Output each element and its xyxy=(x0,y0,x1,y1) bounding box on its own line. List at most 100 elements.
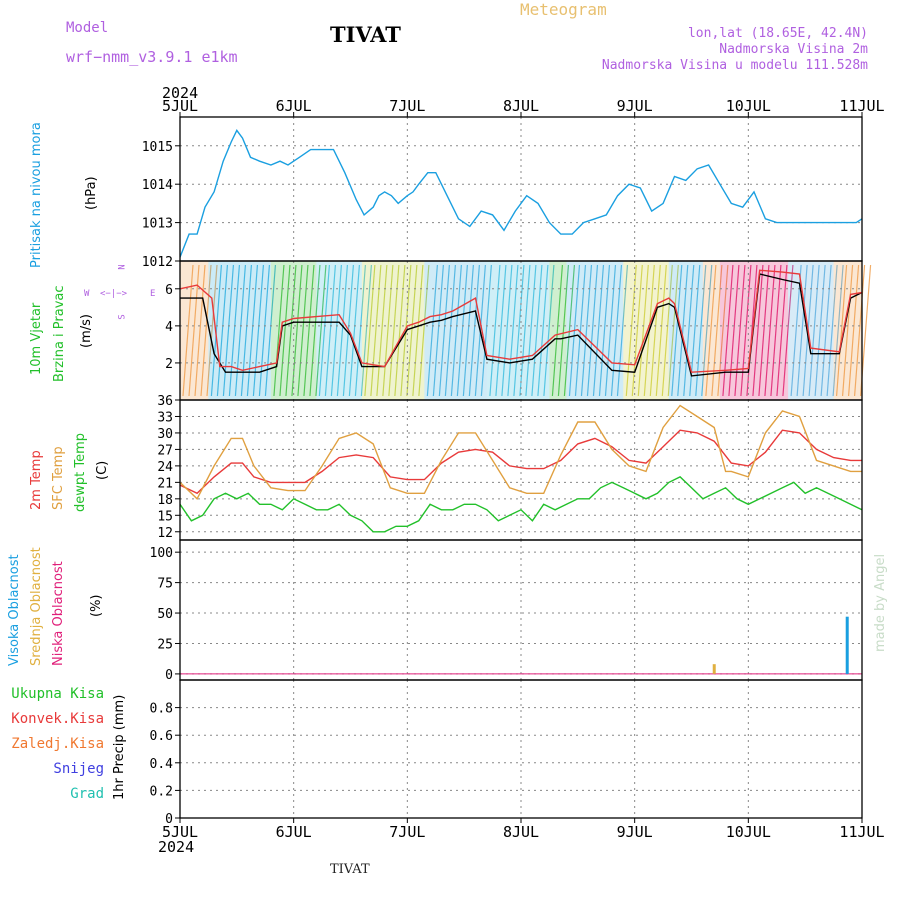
wind-barb xyxy=(315,264,327,397)
y-tick-label: 0.6 xyxy=(150,729,173,744)
wind-barb xyxy=(240,264,253,397)
wind-barb xyxy=(309,264,321,397)
model-label: Model xyxy=(66,20,109,36)
wind-barb xyxy=(258,264,271,397)
y-tick-label: 2 xyxy=(165,357,173,372)
y-tick-label: 50 xyxy=(157,607,173,622)
wind-barb xyxy=(616,264,629,397)
wind-barb xyxy=(531,264,543,397)
model-name: wrf−nmm_v3.9.1 e1km xyxy=(66,48,238,66)
y-tick-label: 24 xyxy=(157,460,173,475)
wind-barb xyxy=(388,264,400,397)
sfc-temp-line xyxy=(179,404,862,500)
wind-barb xyxy=(722,264,734,397)
compass-e: E xyxy=(150,289,156,299)
x-tick-label-bottom: 9JUL xyxy=(617,823,653,841)
precip-legend-2: Zaledj.Kisa xyxy=(11,736,104,752)
precip-legend-0: Ukupna Kisa xyxy=(11,686,104,702)
wind-barb xyxy=(746,264,758,397)
precip-legend-3: Snijeg xyxy=(53,761,104,777)
wind-barb xyxy=(426,264,438,397)
wind-barb xyxy=(667,264,679,397)
y-tick-label: 1013 xyxy=(142,217,173,232)
wind-barb xyxy=(592,264,605,397)
x-tick-label-bottom: 11JUL xyxy=(839,823,884,841)
lonlat-text: lon,lat (18.65E, 42.4N) xyxy=(687,26,868,41)
wind-barb xyxy=(649,264,661,397)
wind-barb xyxy=(661,264,673,397)
y-tick-label: 1012 xyxy=(142,255,173,270)
wind-barb xyxy=(847,264,860,397)
y-tick-label: 4 xyxy=(165,320,173,335)
x-tick-label-top: 5JUL xyxy=(162,97,198,115)
wind-barb xyxy=(234,264,247,397)
wind-barb xyxy=(348,264,360,397)
x-tick-label-bottom: 6JUL xyxy=(276,823,312,841)
wind-barb xyxy=(360,264,372,397)
wind-barb xyxy=(246,264,259,397)
wind-barb xyxy=(740,264,752,397)
wind-barb xyxy=(273,264,285,397)
wind-barb xyxy=(580,264,593,397)
wind-barb xyxy=(586,264,599,397)
wind-barb xyxy=(758,264,770,397)
y-tick-label: 21 xyxy=(157,476,173,491)
panel-frame xyxy=(179,539,863,681)
wind-barb xyxy=(814,264,826,397)
y-tick-label: 75 xyxy=(157,577,173,592)
wind-barb xyxy=(764,264,776,397)
y-tick-label: 12 xyxy=(157,526,173,541)
wind-barb xyxy=(418,264,430,397)
cloud-bar xyxy=(845,616,849,674)
wind-barb xyxy=(324,264,336,397)
y-tick-label: 0.4 xyxy=(150,757,174,772)
wind-barb xyxy=(695,264,707,397)
y-tick-label: 100 xyxy=(150,546,173,561)
wind-barb xyxy=(604,264,617,397)
wind-barb xyxy=(450,264,462,397)
wind-barb xyxy=(394,264,406,397)
y-tick-label: 1015 xyxy=(142,140,173,155)
wind-barb xyxy=(826,264,838,397)
wind-barb xyxy=(480,264,492,397)
wind-barb xyxy=(537,264,549,397)
wind-barb xyxy=(285,264,297,397)
wind-barb xyxy=(598,264,611,397)
wind-barb xyxy=(400,264,412,397)
wind-barb xyxy=(796,264,808,397)
wind-barb xyxy=(489,264,501,397)
wind-gust-line xyxy=(179,269,863,373)
wind-barb xyxy=(382,264,394,397)
wind-barb xyxy=(336,264,348,397)
wind-barb xyxy=(194,264,206,397)
x-tick-label-top: 11JUL xyxy=(839,97,884,115)
wind-barb xyxy=(228,264,241,397)
y-tick-label: 6 xyxy=(165,283,173,298)
x-tick-label-top: 8JUL xyxy=(503,97,539,115)
wind-barb xyxy=(808,264,820,397)
wind-barb xyxy=(525,264,537,397)
x-tick-label-top: 7JUL xyxy=(389,97,425,115)
wind-barb xyxy=(318,264,330,397)
wind-barb xyxy=(782,264,794,397)
wind-barb xyxy=(376,264,388,397)
wind-barb xyxy=(770,264,782,397)
wind-barb xyxy=(222,264,235,397)
wind-barb xyxy=(370,264,382,397)
wind-barb xyxy=(303,264,315,397)
panel-frame xyxy=(179,399,863,541)
x-tick-label-bottom: 7JUL xyxy=(389,823,425,841)
wind-barb xyxy=(519,264,531,397)
y-tick-label: 25 xyxy=(157,637,173,652)
wind-barb xyxy=(412,264,424,397)
x-tick-label-top: 6JUL xyxy=(276,97,312,115)
wind-barb xyxy=(252,264,265,397)
wind-barb xyxy=(513,264,525,397)
wind-barb xyxy=(495,264,507,397)
wind-barb xyxy=(832,264,844,397)
wind-barb xyxy=(406,264,418,397)
wind-barb xyxy=(683,264,695,397)
temp2m-line xyxy=(179,429,862,495)
x-tick-label-bottom: 10JUL xyxy=(726,823,771,841)
